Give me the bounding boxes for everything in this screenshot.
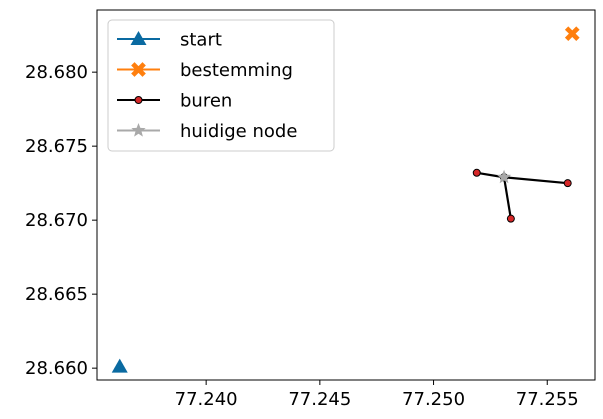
plot-frame (96, 9, 596, 381)
data-point-huidige-node-0 (496, 169, 512, 184)
data-point-buren-0 (472, 168, 481, 177)
legend-marker-huidige-node (131, 123, 146, 137)
data-layer (111, 26, 580, 373)
x-tick-label: 77.250 (402, 389, 465, 410)
x-tick-label: 77.245 (288, 389, 351, 410)
legend-label: huidige node (180, 121, 297, 142)
legend-marker-bestemming (131, 62, 146, 77)
y-axis: 28.660 28.665 28.670 28.675 28.680 (25, 62, 97, 379)
y-tick-label: 28.665 (25, 284, 88, 305)
data-point-buren-2 (563, 179, 572, 188)
y-tick-label: 28.660 (25, 358, 88, 379)
x-axis: 77.240 77.245 77.250 77.255 (175, 380, 579, 410)
y-tick-label: 28.680 (25, 62, 88, 83)
data-point-start-0 (111, 358, 128, 373)
legend-marker-start (130, 31, 147, 45)
data-point-bestemming-0 (564, 26, 580, 42)
x-tick-label: 77.240 (175, 389, 238, 410)
x-tick-label: 77.255 (516, 389, 579, 410)
legend-marker-buren (134, 96, 143, 104)
legend-label: buren (180, 91, 232, 112)
legend: start bestemming buren huidige node (107, 19, 335, 152)
y-tick-label: 28.670 (25, 210, 88, 231)
legend-label: bestemming (180, 60, 293, 81)
legend-frame (107, 19, 335, 152)
data-point-buren-4 (506, 214, 515, 223)
legend-label: start (180, 30, 222, 51)
y-tick-label: 28.675 (25, 136, 88, 157)
